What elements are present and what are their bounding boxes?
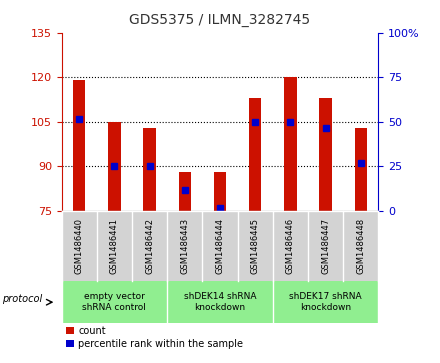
Text: empty vector
shRNA control: empty vector shRNA control [82,292,147,312]
Bar [355,127,367,211]
Text: shDEK17 shRNA
knockdown: shDEK17 shRNA knockdown [289,292,362,312]
Bar [143,127,156,211]
Bar [214,172,226,211]
Bar [108,122,121,211]
Text: GSM1486447: GSM1486447 [321,218,330,274]
Text: GSM1486442: GSM1486442 [145,218,154,274]
Bar [284,77,297,211]
Bar [319,98,332,211]
Text: GSM1486444: GSM1486444 [216,218,224,274]
Text: GSM1486441: GSM1486441 [110,218,119,274]
Text: GSM1486445: GSM1486445 [251,218,260,274]
Bar [249,98,261,211]
Text: GSM1486443: GSM1486443 [180,218,189,274]
Text: protocol: protocol [2,294,42,304]
Text: GDS5375 / ILMN_3282745: GDS5375 / ILMN_3282745 [129,13,311,27]
Bar [73,80,85,211]
Legend: count, percentile rank within the sample: count, percentile rank within the sample [66,326,243,349]
Text: GSM1486440: GSM1486440 [75,218,84,274]
Bar [179,172,191,211]
Text: GSM1486448: GSM1486448 [356,218,365,274]
Text: shDEK14 shRNA
knockdown: shDEK14 shRNA knockdown [184,292,256,312]
Text: GSM1486446: GSM1486446 [286,218,295,274]
